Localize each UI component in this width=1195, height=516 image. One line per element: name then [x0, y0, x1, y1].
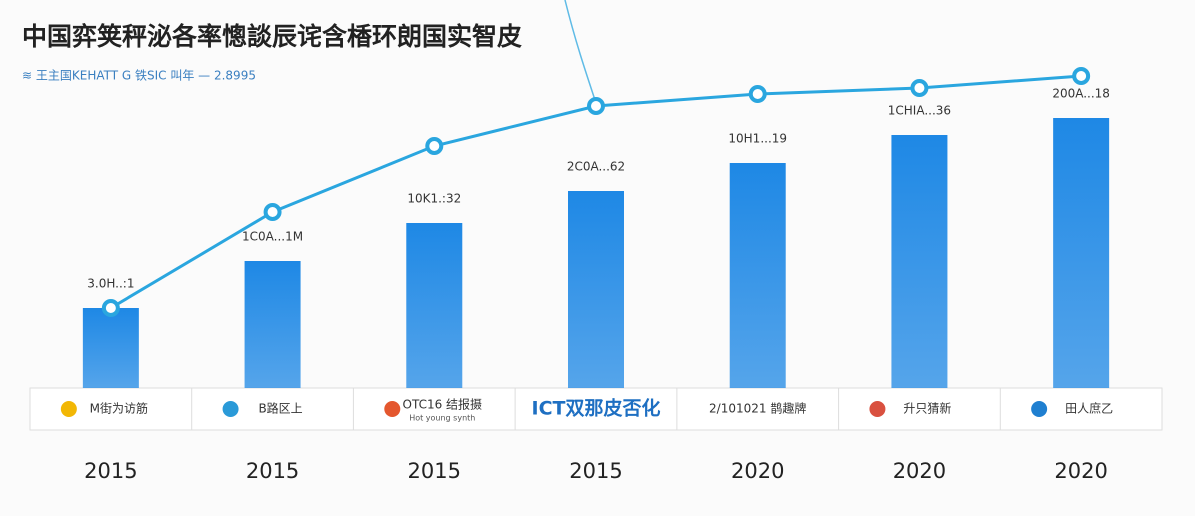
bar-label: 10H1...19	[728, 132, 787, 146]
logo-text: 升只猜新	[903, 401, 951, 416]
logo-text: OTC16 结报摄	[403, 397, 483, 412]
bar	[1053, 118, 1110, 388]
bar-label: 1C0A...1M	[242, 230, 303, 244]
bar-label: 1CHIA...36	[888, 104, 951, 118]
chart-title: 中国弈䇲秤泌各率憁談辰诧含楿环朗国实智皮	[22, 22, 522, 51]
logo-text: M街为访筋	[90, 401, 148, 416]
subtitle: ≋ 王主国KEHATT G 铁SIC 叫年 — 2.8995	[22, 69, 256, 83]
logo-icon	[1031, 401, 1048, 417]
x-tick-label: 2020	[731, 459, 784, 483]
bar	[244, 261, 301, 388]
bar	[406, 223, 463, 388]
x-tick-label: 2015	[408, 459, 461, 483]
logo-icon	[222, 401, 239, 417]
bar	[568, 191, 624, 388]
logo-icon	[384, 401, 401, 417]
line-point	[425, 137, 444, 155]
bar	[729, 163, 786, 388]
logo-caption: Hot young synth	[409, 414, 475, 423]
line-point	[101, 299, 120, 317]
bar-label: 200A...18	[1052, 87, 1110, 101]
decor-curve	[564, 0, 598, 107]
logo-icon	[60, 401, 77, 417]
logo-text: 2/101021 鹊趣牌	[709, 401, 806, 416]
x-tick-label: 2015	[84, 459, 137, 483]
bar	[82, 308, 139, 388]
logo-text: 田人庶乙	[1065, 401, 1113, 416]
logo-icon	[869, 401, 886, 417]
logo-row	[29, 387, 1163, 431]
line-point	[1072, 67, 1091, 85]
bar	[891, 135, 948, 388]
logo-text: B路区上	[258, 401, 302, 416]
line-point	[748, 85, 767, 103]
line-point	[587, 97, 605, 115]
line-point	[910, 79, 929, 97]
bar-label: 3.0H..:1	[87, 277, 134, 291]
logo-text: ICT双那皮否化	[532, 397, 661, 420]
bar-label: 10K1.:32	[407, 192, 461, 206]
x-tick-label: 2020	[1054, 459, 1107, 483]
x-tick-label: 2020	[893, 459, 946, 483]
x-tick-label: 2015	[246, 459, 299, 483]
line-point	[263, 203, 282, 221]
bar-label: 2C0A...62	[567, 160, 625, 174]
x-tick-label: 2015	[569, 459, 622, 483]
